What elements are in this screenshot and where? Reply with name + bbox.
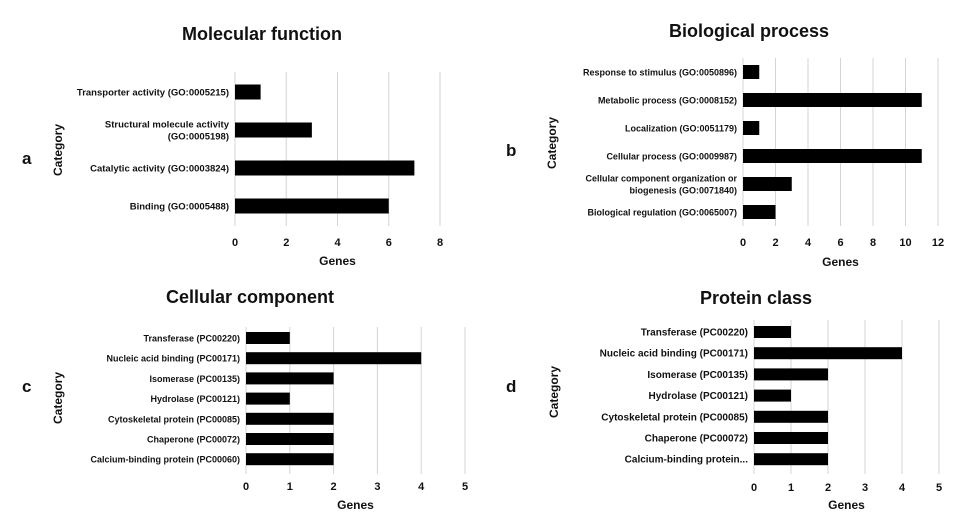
category-label: Calcium-binding protein (PC00060) bbox=[90, 455, 240, 465]
bar bbox=[743, 121, 760, 135]
bar bbox=[246, 412, 334, 425]
panel-d: Protein class d Category Genes 0 1 2 3 4 5 Transfe… bbox=[506, 288, 942, 512]
category-label: Cytoskeletal protein (PC00085) bbox=[108, 414, 240, 424]
bar bbox=[246, 392, 290, 405]
x-tick-label: 6 bbox=[837, 237, 843, 249]
x-tick-label: 0 bbox=[751, 482, 757, 494]
y-axis-label: Category bbox=[545, 117, 559, 169]
x-tick-label: 2 bbox=[825, 482, 831, 494]
x-axis-label: Genes bbox=[822, 255, 859, 269]
panel-letter: b bbox=[506, 141, 516, 160]
category-label: Chaperone (PC00072) bbox=[645, 434, 748, 445]
bar bbox=[754, 368, 828, 381]
y-axis-label: Category bbox=[51, 372, 65, 424]
category-label: Catalytic activity (GO:0003824) bbox=[90, 164, 229, 175]
bar bbox=[754, 389, 791, 402]
x-tick-label: 4 bbox=[334, 237, 341, 249]
bar bbox=[743, 205, 776, 219]
bar bbox=[246, 433, 334, 445]
x-tick-label: 2 bbox=[331, 481, 337, 493]
bar bbox=[754, 432, 828, 444]
panel-b: Biological process b Category Genes 0 2 4 6 8 10 1… bbox=[506, 21, 944, 269]
bar bbox=[246, 372, 334, 385]
x-tick-label: 1 bbox=[287, 481, 293, 493]
category-label: Transferase (PC00220) bbox=[641, 328, 748, 339]
bar bbox=[754, 347, 902, 360]
x-tick-label: 8 bbox=[437, 237, 443, 249]
category-label: Nucleic acid binding (PC00171) bbox=[600, 349, 748, 360]
x-tick-label: 2 bbox=[283, 237, 289, 249]
bar bbox=[246, 453, 334, 466]
x-tick-label: 2 bbox=[772, 237, 778, 249]
x-tick-label: 10 bbox=[899, 237, 911, 249]
category-label: biogenesis (GO:0071840) bbox=[629, 186, 737, 196]
x-tick-label: 4 bbox=[805, 237, 812, 249]
category-label: Hydrolase (PC00121) bbox=[649, 391, 749, 402]
x-axis-label: Genes bbox=[319, 254, 356, 268]
x-axis-label: Genes bbox=[828, 498, 865, 512]
panel-letter: a bbox=[22, 149, 32, 168]
x-tick-label: 0 bbox=[232, 237, 238, 249]
bar bbox=[235, 160, 415, 176]
x-tick-label: 8 bbox=[870, 237, 876, 249]
x-tick-label: 3 bbox=[862, 482, 868, 494]
bar bbox=[743, 177, 792, 191]
bar bbox=[246, 332, 290, 344]
chart-title: Cellular component bbox=[166, 287, 334, 307]
category-label: Cellular process (GO:0009987) bbox=[606, 152, 737, 162]
panel-letter: c bbox=[22, 377, 31, 396]
category-label: Hydrolase (PC00121) bbox=[150, 394, 240, 404]
x-axis-label: Genes bbox=[337, 498, 374, 512]
bar bbox=[743, 65, 760, 79]
bar bbox=[743, 149, 922, 163]
panel-a: Molecular function a Category Genes 0 2 4 6 8 Tra… bbox=[22, 24, 443, 268]
y-axis-label: Category bbox=[547, 366, 561, 418]
x-tick-label: 5 bbox=[462, 481, 468, 493]
x-tick-label: 1 bbox=[788, 482, 794, 494]
x-tick-label: 12 bbox=[932, 237, 944, 249]
category-label: Isomerase (PC00135) bbox=[149, 374, 240, 384]
chart-title: Protein class bbox=[700, 288, 812, 308]
category-label: Localization (GO:0051179) bbox=[625, 124, 737, 134]
bar bbox=[754, 326, 791, 338]
category-label: (GO:0005198) bbox=[168, 132, 229, 143]
bar bbox=[754, 453, 828, 466]
x-tick-label: 4 bbox=[899, 482, 906, 494]
x-tick-label: 4 bbox=[418, 481, 425, 493]
category-label: Response to stimulus (GO:0050896) bbox=[583, 68, 737, 78]
category-label: Cellular component organization or bbox=[585, 174, 737, 184]
panel-c: Cellular component c Category Genes 0 1 2 3 4 5 Tr… bbox=[22, 287, 468, 512]
bar bbox=[246, 352, 422, 365]
bar bbox=[235, 198, 389, 214]
category-label: Calcium-binding protein... bbox=[625, 455, 749, 466]
x-tick-label: 0 bbox=[243, 481, 249, 493]
category-label: Transferase (PC00220) bbox=[143, 334, 240, 344]
category-label: Binding (GO:0005488) bbox=[130, 202, 229, 213]
category-label: Biological regulation (GO:0065007) bbox=[587, 208, 737, 218]
category-label: Metabolic process (GO:0008152) bbox=[598, 96, 737, 106]
y-axis-label: Category bbox=[51, 124, 65, 176]
category-label: Cytoskeletal protein (PC00085) bbox=[601, 412, 748, 423]
bar bbox=[235, 84, 261, 100]
bar bbox=[235, 122, 312, 138]
x-tick-label: 3 bbox=[374, 481, 380, 493]
category-label: Isomerase (PC00135) bbox=[647, 370, 748, 381]
x-tick-label: 6 bbox=[386, 237, 392, 249]
category-label: Structural molecule activity bbox=[105, 120, 230, 131]
x-tick-label: 5 bbox=[936, 482, 942, 494]
category-label: Transporter activity (GO:0005215) bbox=[77, 88, 229, 99]
bar bbox=[754, 410, 828, 423]
category-label: Chaperone (PC00072) bbox=[147, 435, 240, 445]
chart-title: Biological process bbox=[669, 21, 829, 41]
x-tick-label: 0 bbox=[740, 237, 746, 249]
bar bbox=[743, 93, 922, 107]
chart-title: Molecular function bbox=[182, 24, 342, 44]
panel-letter: d bbox=[506, 377, 516, 396]
category-label: Nucleic acid binding (PC00171) bbox=[106, 354, 240, 364]
